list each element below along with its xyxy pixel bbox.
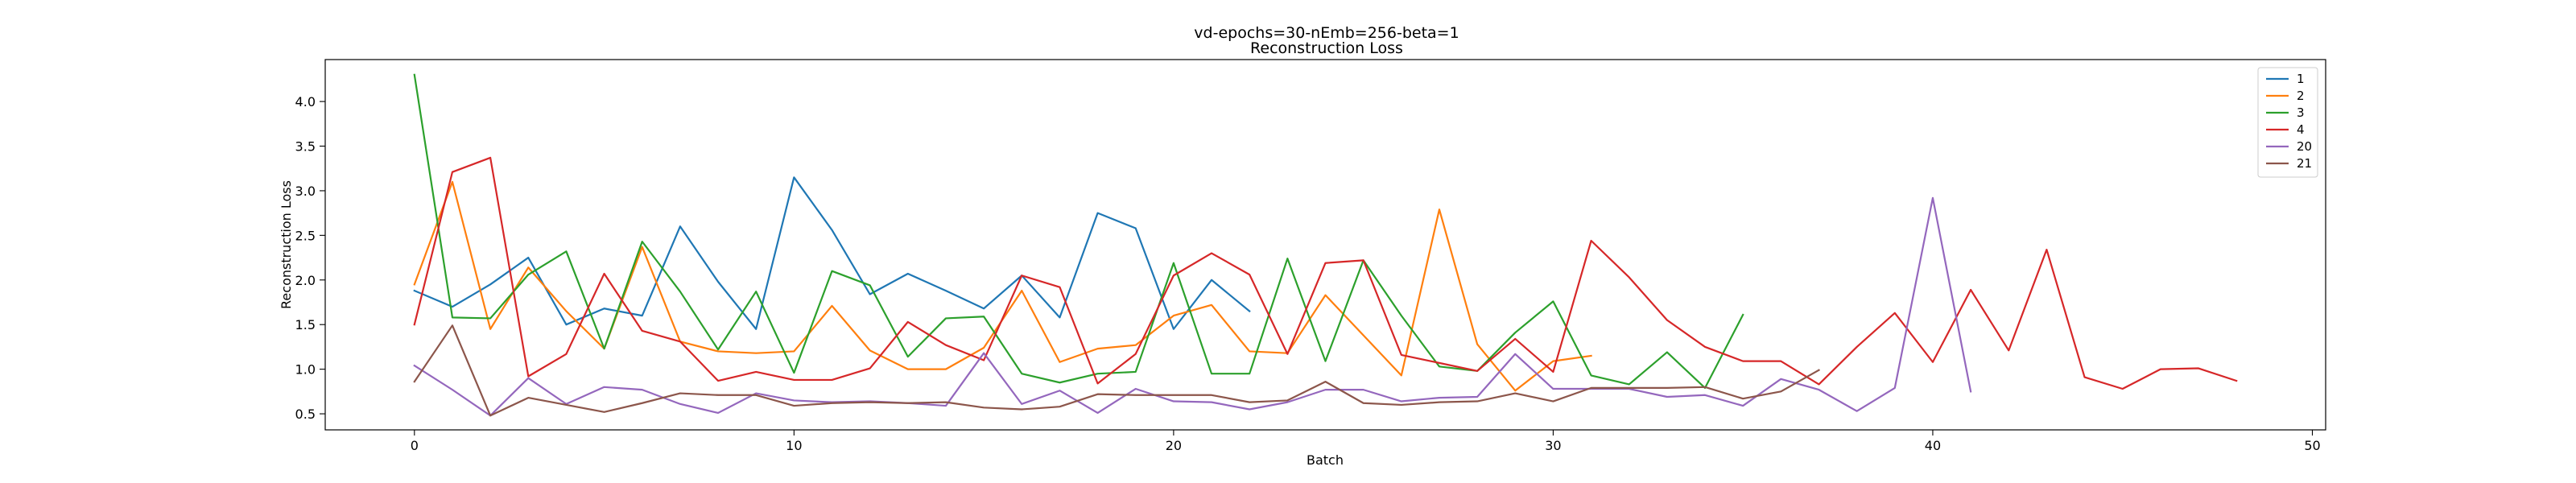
x-tick-label: 40: [1925, 438, 1941, 453]
chart-subtitle: Reconstruction Loss: [1250, 39, 1403, 57]
x-axis-ticks: 0 10 20 30 40 50: [411, 430, 2321, 453]
legend-label: 1: [2297, 72, 2305, 86]
y-tick-label: 2.5: [295, 228, 316, 243]
legend: 1 2 3 4 20 21: [2257, 67, 2318, 178]
legend-label: 4: [2297, 122, 2305, 137]
y-tick-label: 3.0: [295, 184, 316, 199]
series-line-2: [413, 180, 1592, 392]
series-line-4: [413, 156, 2238, 390]
x-tick-label: 10: [786, 438, 802, 453]
legend-label: 2: [2297, 89, 2305, 103]
y-axis-label: Reconstruction Loss: [279, 180, 294, 309]
y-tick-label: 1.0: [295, 362, 316, 378]
y-tick-label: 0.5: [295, 407, 316, 422]
series-line-20: [413, 196, 1972, 417]
x-tick-label: 30: [1545, 438, 1561, 453]
y-tick-label: 1.5: [295, 317, 316, 332]
y-tick-label: 2.0: [295, 273, 316, 288]
y-axis-ticks: 0.5 1.0 1.5 2.0 2.5 3.0 3.5 4.0: [295, 94, 325, 422]
legend-label: 21: [2297, 156, 2312, 171]
series-line-3: [413, 73, 1744, 389]
x-tick-label: 20: [1166, 438, 1182, 453]
series-line-21: [413, 324, 1820, 417]
plot-lines: [413, 73, 2238, 417]
y-tick-label: 4.0: [295, 94, 316, 109]
x-tick-label: 0: [411, 438, 419, 453]
legend-label: 3: [2297, 105, 2305, 120]
x-tick-label: 50: [2304, 438, 2320, 453]
series-line-1: [413, 176, 1251, 330]
y-tick-label: 3.5: [295, 139, 316, 155]
chart-title: vd-epochs=30-nEmb=256-beta=1: [1194, 24, 1459, 42]
legend-label: 20: [2297, 139, 2312, 154]
plot-frame: [324, 59, 2326, 431]
x-axis-label: Batch: [1307, 452, 1344, 468]
